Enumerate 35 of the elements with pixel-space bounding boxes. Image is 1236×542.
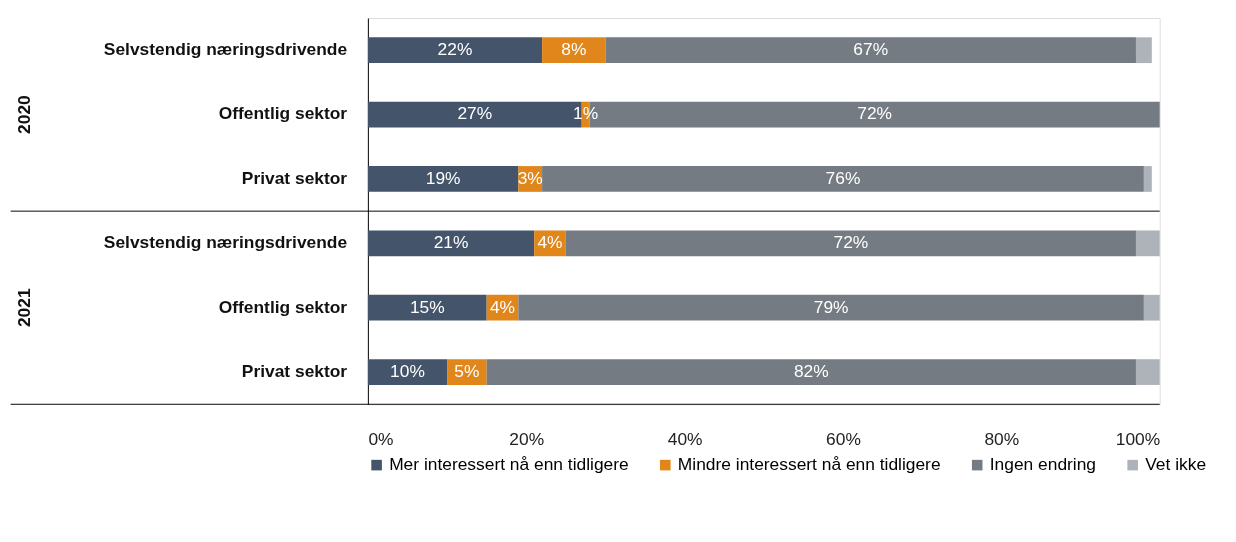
- text: 2020: [13, 95, 34, 134]
- data-label: 19%: [425, 167, 461, 188]
- y-tick-label: Offentlig sektor: [218, 103, 348, 124]
- legend-label: Mer interessert nå enn tidligere: [389, 453, 629, 474]
- data-label: 82%: [793, 360, 829, 381]
- x-tick-label: 20%: [509, 429, 545, 450]
- y-tick-label: Privat sektor: [241, 360, 348, 381]
- data-label: 27%: [457, 103, 493, 124]
- data-label: 10%: [390, 360, 425, 381]
- legend-label: Mindre interessert nå enn tidligere: [677, 453, 941, 474]
- data-label: 8%: [561, 39, 587, 60]
- data-label: 21%: [433, 232, 469, 253]
- data-label: 67%: [853, 39, 889, 60]
- y-tick-label: Privat sektor: [241, 167, 348, 188]
- data-label: 5%: [454, 360, 480, 381]
- y-tick-label: Selvstendig næringsdrivende: [103, 232, 348, 253]
- data-label: 4%: [537, 232, 563, 253]
- x-tick-label: 80%: [984, 429, 1020, 450]
- x-tick-label: 60%: [826, 429, 861, 450]
- data-label: 3%: [517, 167, 543, 188]
- data-label: 15%: [409, 296, 445, 317]
- x-tick-label: 40%: [667, 429, 703, 450]
- x-tick-label: 0%: [368, 429, 394, 450]
- data-label: 76%: [825, 167, 861, 188]
- y-tick-label: Selvstendig næringsdrivende: [103, 39, 348, 60]
- legend-label: Ingen endring: [989, 453, 1097, 474]
- text: 2021: [13, 288, 34, 328]
- y-tick-label: Offentlig sektor: [218, 296, 348, 317]
- data-label: 4%: [489, 296, 516, 317]
- data-label: 79%: [813, 296, 849, 317]
- data-label: 22%: [437, 39, 473, 60]
- data-label: 72%: [857, 103, 893, 124]
- x-tick-label: 100%: [1115, 429, 1161, 450]
- legend-label: Vet ikke: [1145, 453, 1207, 474]
- data-label: 72%: [833, 232, 869, 253]
